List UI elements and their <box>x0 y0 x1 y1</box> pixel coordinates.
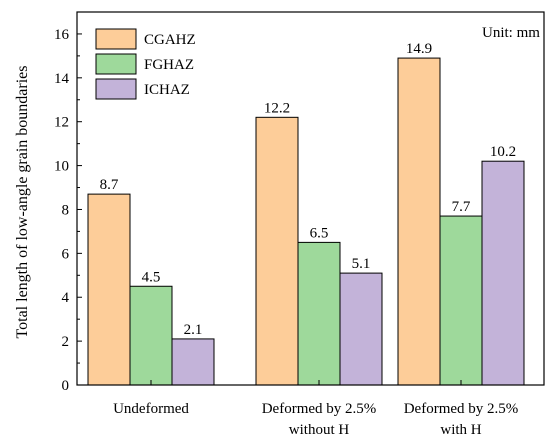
data-label-ichaz-1: 5.1 <box>352 256 371 272</box>
legend: CGAHZ FGHAZ ICHAZ <box>95 28 196 100</box>
x-tick-label: without H <box>289 422 350 438</box>
data-label-cgahz-2: 14.9 <box>406 41 432 57</box>
data-label-ichaz-0: 2.1 <box>184 322 203 338</box>
legend-swatch-cgahz <box>95 28 137 50</box>
y-tick-label: 8 <box>62 202 70 218</box>
y-tick-label: 6 <box>62 246 70 262</box>
data-label-fghaz-1: 6.5 <box>310 225 329 241</box>
data-label-ichaz-2: 10.2 <box>490 144 516 160</box>
x-tick-label: with H <box>440 422 481 438</box>
legend-label-ichaz: ICHAZ <box>144 82 190 98</box>
x-tick-label: Deformed by 2.5% <box>404 401 519 417</box>
bar-fghaz-0 <box>129 285 173 386</box>
legend-label-cgahz: CGAHZ <box>144 32 196 48</box>
y-tick-label: 10 <box>54 159 69 175</box>
bars-layer <box>87 57 525 386</box>
y-tick-label: 2 <box>62 334 70 350</box>
y-axis-title: Total length of low-angle grain boundari… <box>14 65 31 338</box>
data-label-fghaz-2: 7.7 <box>452 199 471 215</box>
legend-label-fghaz: FGHAZ <box>144 57 194 73</box>
legend-swatch-fghaz <box>95 53 137 75</box>
bar-cgahz-0 <box>87 193 131 386</box>
y-tick-label: 4 <box>62 290 70 306</box>
data-label-cgahz-0: 8.7 <box>100 177 119 193</box>
plot-frame <box>76 11 545 386</box>
data-label-cgahz-1: 12.2 <box>264 100 290 116</box>
axes-layer: 0 2 4 6 8 10 12 14 16 Undeformed Deformed by 2.5% w… <box>54 11 545 438</box>
bar-fghaz-1 <box>297 241 341 386</box>
x-tick-label: Undeformed <box>113 401 189 417</box>
legend-swatch-ichaz <box>95 78 137 100</box>
bar-ichaz-2 <box>481 160 525 386</box>
y-tick-label: 12 <box>54 115 69 131</box>
y-tick-label: 16 <box>54 27 70 43</box>
bar-ichaz-1 <box>339 272 383 386</box>
unit-label: Unit: mm <box>482 25 540 41</box>
x-tick-label: Deformed by 2.5% <box>262 401 377 417</box>
y-tick-label: 14 <box>54 71 70 87</box>
bar-cgahz-1 <box>255 116 299 386</box>
bar-cgahz-2 <box>397 57 441 386</box>
bar-fghaz-2 <box>439 215 483 386</box>
y-tick-label: 0 <box>62 378 70 394</box>
data-labels-layer: 8.7 12.2 14.9 4.5 6.5 7.7 2.1 5.1 10.2 <box>100 41 517 338</box>
bar-ichaz-0 <box>171 338 215 386</box>
data-label-fghaz-0: 4.5 <box>142 269 161 285</box>
